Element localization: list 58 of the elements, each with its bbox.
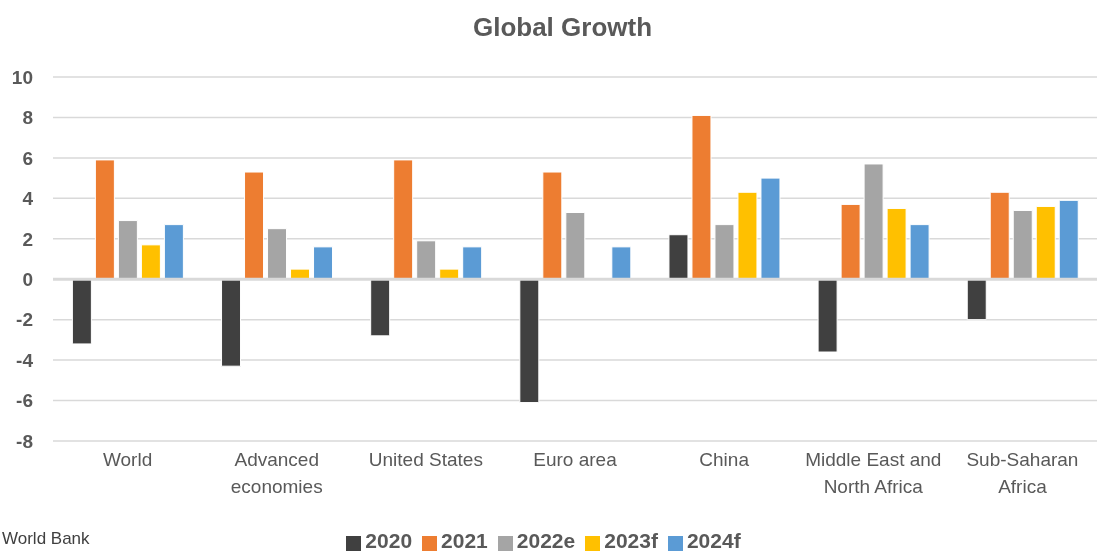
bar [1058,199,1079,280]
bar [817,278,838,353]
bar [439,268,460,280]
bar [760,177,781,280]
bar [565,211,586,280]
x-tick-label: World [102,449,153,471]
bar [909,224,930,280]
bar [267,228,288,280]
bar [94,159,115,280]
x-tick-label: Euro area [533,449,618,471]
legend-label: 2024f [686,529,741,552]
bar [290,268,311,280]
bar [221,278,242,367]
x-tick-label: Middle East and North Africa [805,449,942,498]
x-tick-label: United States [368,449,483,471]
bar [163,224,184,280]
bar [117,220,138,280]
bar [989,191,1010,280]
y-tick-label: 4 [22,188,34,210]
y-tick-label: -6 [16,390,33,412]
y-tick-label: 2 [22,228,33,250]
x-tick-label: China [699,449,750,471]
bar [393,159,414,280]
legend-label: 2023f [604,529,658,552]
bar [886,207,907,280]
y-tick-label: -4 [16,349,34,371]
bar [542,171,563,280]
y-tick-label: 10 [11,66,33,88]
chart-title: Global Growth [471,12,654,43]
bar [313,246,334,280]
y-tick-label: 8 [22,107,33,129]
bar [668,234,689,280]
legend-label: 2021 [441,529,488,552]
y-tick-label: 6 [22,147,33,169]
bar [370,278,391,337]
bar [140,244,161,280]
text: World Bank [2,529,90,549]
bar [519,278,540,404]
y-tick-label: 0 [22,268,33,290]
y-tick-label: -8 [16,430,33,452]
bar [1035,205,1056,280]
y-tick-label: -2 [16,309,33,331]
legend-label: 2020 [365,529,413,552]
bar [863,163,884,280]
x-tick-label: Advanced economies [230,449,323,498]
bar [416,240,437,280]
bar [737,191,758,280]
bar [71,278,92,345]
bar [611,246,632,280]
bar [1012,209,1033,280]
bar [462,246,483,280]
bar [691,114,712,280]
bar [714,224,735,280]
bar [840,203,861,280]
x-tick-label: Sub-Saharan Africa [966,449,1079,498]
legend-label: 2022e [516,529,576,552]
bar [966,278,987,321]
bar [244,171,265,280]
